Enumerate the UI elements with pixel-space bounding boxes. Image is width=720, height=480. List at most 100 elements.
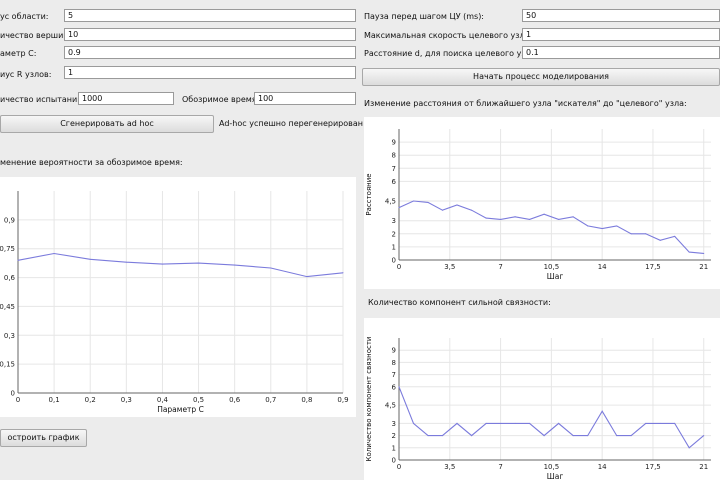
probability-chart: 0 0,1 0,2 0,3 0,4 0,5 0,6 0,7 0,8 0,9 0 0,15 0,3 0,45…	[0, 191, 349, 414]
components-chart-data-point	[413, 422, 415, 424]
components-chart-data-point	[674, 422, 676, 424]
distance-chart-y-tick-label: 9	[392, 139, 396, 147]
status-text: Ad-hoc успешно перегенерирован!	[219, 119, 367, 128]
probability-chart-data-point	[270, 267, 272, 269]
distance-chart-x-tick-label: 21	[699, 263, 708, 271]
param-c-label: аметр C:	[0, 49, 37, 58]
components-chart-y-tick-label: 9	[392, 347, 396, 355]
probability-chart-x-tick-label: 0,5	[193, 396, 204, 404]
probability-chart-x-tick-label: 0,7	[265, 396, 276, 404]
components-chart-x-tick-label: 3,5	[444, 463, 455, 471]
probability-chart-data-point	[53, 253, 55, 255]
distance-chart-data-point	[529, 218, 531, 220]
components-chart-data-point	[616, 435, 618, 437]
trials-input[interactable]	[78, 92, 174, 105]
distance-chart-x-axis-label: Шаг	[547, 272, 564, 281]
max-speed-input[interactable]	[522, 28, 720, 41]
search-distance-input[interactable]	[522, 46, 720, 59]
pause-input[interactable]	[522, 9, 720, 22]
time-label: Обозримое время:	[182, 95, 260, 104]
probability-chart-x-tick-label: 0,1	[49, 396, 60, 404]
distance-chart: 0 3,5 7 10,5 14 17,5 21 0 1 2 3 4,5 6 7 8 9 Шаг Расстояни…	[365, 129, 711, 281]
distance-chart-x-tick-label: 3,5	[444, 263, 455, 271]
distance-chart-series-line	[398, 200, 704, 254]
components-chart-data-point	[500, 422, 502, 424]
probability-chart-y-tick-label: 0,6	[4, 274, 16, 282]
area-radius-label: ус области:	[0, 12, 49, 21]
distance-chart-y-tick-label: 2	[392, 230, 396, 238]
distance-chart-data-point	[456, 204, 458, 206]
probability-chart-y-tick-label: 0	[11, 390, 15, 398]
components-chart-data-point	[645, 422, 647, 424]
components-chart-y-tick-label: 7	[392, 371, 396, 379]
distance-chart-x-tick-label: 7	[498, 263, 502, 271]
probability-chart-x-tick-label: 0,6	[229, 396, 241, 404]
vertex-count-label: ичество вершин:	[0, 31, 72, 40]
components-chart-x-tick-label: 10,5	[544, 463, 560, 471]
probability-chart-data-point	[17, 259, 19, 261]
distance-chart-data-point	[471, 209, 473, 211]
components-chart-data-point	[572, 435, 574, 437]
components-chart-y-tick-label: 4,5	[385, 402, 396, 410]
components-chart-title: Количество компонент сильной связности:	[368, 298, 551, 307]
area-radius-input[interactable]	[64, 9, 356, 22]
probability-chart-panel	[0, 177, 356, 417]
components-chart-x-tick-label: 21	[699, 463, 708, 471]
search-distance-label: Расстояние d, для поиска целевого узла:	[364, 49, 539, 58]
probability-chart-y-tick-label: 0,15	[0, 361, 15, 369]
components-chart: 0 3,5 7 10,5 14 17,5 21 0 1 2 3 4,5 6 7 8 9 Шаг Количеств…	[365, 337, 711, 480]
probability-chart-x-tick-label: 0,3	[121, 396, 132, 404]
probability-chart-title: менение вероятности за обозримое время:	[0, 158, 183, 167]
time-input[interactable]	[254, 92, 356, 105]
distance-chart-data-point	[659, 239, 661, 241]
distance-chart-y-tick-label: 7	[392, 165, 396, 173]
components-chart-x-tick-label: 17,5	[645, 463, 661, 471]
node-radius-label: иус R узлов:	[0, 70, 52, 79]
probability-chart-y-tick-label: 0,9	[4, 216, 15, 224]
distance-chart-y-tick-label: 8	[392, 152, 396, 160]
distance-chart-title: Изменение расстояния от ближайшего узла …	[364, 99, 687, 108]
components-chart-data-point	[471, 435, 473, 437]
components-chart-y-tick-label: 6	[392, 383, 397, 391]
components-chart-panel	[364, 318, 720, 480]
components-chart-data-point	[587, 435, 589, 437]
components-chart-data-point	[703, 435, 705, 437]
probability-chart-data-point	[198, 262, 200, 264]
distance-chart-data-point	[514, 216, 516, 218]
distance-chart-data-point	[543, 213, 545, 215]
components-chart-x-tick-label: 7	[498, 463, 502, 471]
components-chart-y-tick-label: 0	[392, 457, 396, 465]
distance-chart-y-tick-label: 3	[392, 217, 396, 225]
components-chart-y-tick-label: 1	[392, 444, 396, 452]
node-radius-input[interactable]	[64, 66, 356, 79]
probability-chart-data-point	[161, 263, 163, 265]
probability-chart-data-point	[342, 272, 344, 274]
vertex-count-input[interactable]	[64, 28, 356, 41]
distance-chart-data-point	[674, 235, 676, 237]
components-chart-data-point	[485, 422, 487, 424]
distance-chart-data-point	[558, 218, 560, 220]
probability-chart-data-point	[89, 258, 91, 260]
probability-chart-y-tick-label: 0,45	[0, 303, 15, 311]
components-chart-y-tick-label: 2	[392, 432, 396, 440]
distance-chart-data-point	[572, 216, 574, 218]
distance-chart-data-point	[398, 207, 400, 209]
probability-chart-x-tick-label: 0	[16, 396, 20, 404]
pause-label: Пауза перед шагом ЦУ (ms):	[364, 12, 485, 21]
probability-chart-x-tick-label: 0,4	[157, 396, 169, 404]
distance-chart-x-tick-label: 10,5	[544, 263, 560, 271]
distance-chart-data-point	[485, 217, 487, 219]
distance-chart-data-point	[500, 218, 502, 220]
generate-adhoc-button[interactable]: Сгенерировать ad hoc	[0, 115, 214, 133]
components-chart-data-point	[601, 410, 603, 412]
trials-label: ичество испытаний:	[0, 95, 86, 104]
distance-chart-data-point	[703, 252, 705, 254]
start-simulation-button[interactable]: Начать процесс моделирования	[362, 68, 720, 86]
components-chart-x-axis-label: Шаг	[547, 472, 564, 480]
build-chart-button[interactable]: остроить график	[0, 429, 87, 447]
components-chart-y-tick-label: 3	[392, 420, 396, 428]
probability-chart-data-point	[125, 261, 127, 263]
components-chart-data-point	[688, 447, 690, 449]
param-c-input[interactable]	[64, 46, 356, 59]
distance-chart-y-tick-label: 0	[392, 257, 396, 265]
